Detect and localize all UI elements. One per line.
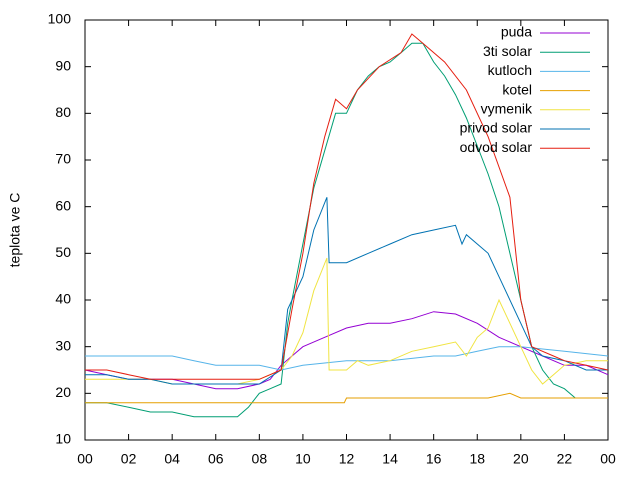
y-axis-label: teplota ve C	[7, 193, 23, 268]
series-line	[84, 311, 609, 390]
x-tick-label: 10	[295, 451, 311, 467]
x-tick-label: 22	[557, 451, 573, 467]
x-tick-label: 00	[600, 451, 616, 467]
x-tick-label: 16	[426, 451, 442, 467]
legend-label: vymenik	[481, 101, 533, 117]
y-tick-label: 30	[55, 337, 71, 353]
y-tick-label: 10	[55, 431, 71, 447]
legend-label: privod solar	[460, 120, 533, 136]
y-tick-label: 60	[55, 197, 71, 213]
legend-label: puda	[501, 24, 532, 40]
y-tick-label: 100	[48, 11, 72, 27]
series-line	[85, 42, 576, 418]
legend-label: odvod solar	[460, 139, 533, 155]
legend-label: 3ti solar	[483, 43, 532, 59]
legend-label: kotel	[502, 81, 532, 97]
series-line	[85, 257, 608, 385]
series-line	[85, 346, 609, 371]
x-tick-label: 12	[339, 451, 355, 467]
y-tick-label: 50	[55, 244, 71, 260]
y-tick-label: 20	[55, 384, 71, 400]
y-tick-label: 40	[55, 291, 71, 307]
x-tick-label: 00	[77, 451, 93, 467]
series-line	[85, 197, 608, 385]
y-tick-label: 70	[55, 151, 71, 167]
legend-label: kutloch	[488, 62, 532, 78]
x-tick-label: 02	[121, 451, 137, 467]
series-line	[85, 33, 609, 380]
x-tick-label: 08	[252, 451, 268, 467]
series-line	[85, 392, 608, 404]
y-tick-label: 80	[55, 104, 71, 120]
y-tick-label: 90	[55, 57, 71, 73]
x-tick-label: 20	[513, 451, 529, 467]
x-tick-label: 04	[164, 451, 180, 467]
x-tick-label: 18	[469, 451, 485, 467]
x-tick-label: 14	[382, 451, 398, 467]
x-tick-label: 06	[208, 451, 224, 467]
